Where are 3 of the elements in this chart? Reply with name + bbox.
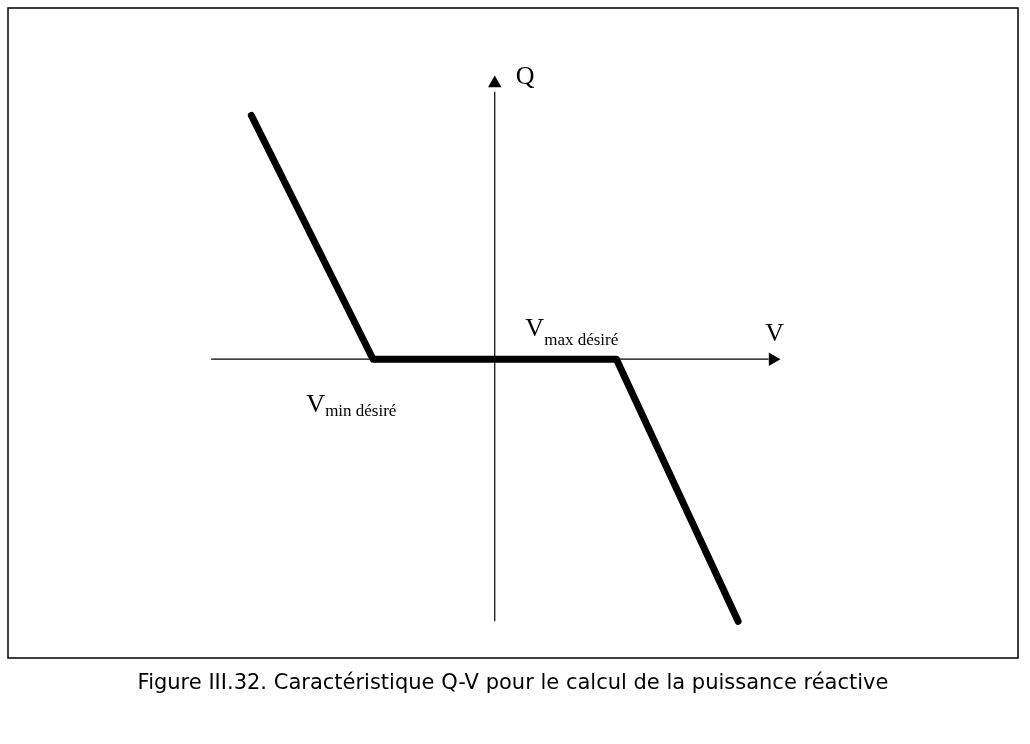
text: Figure III.32. Caractéristique Q-V pour le calcul de la puissance réactive <box>137 670 889 694</box>
x-axis-title: V <box>765 318 785 347</box>
y-axis-title: Q <box>515 61 535 91</box>
